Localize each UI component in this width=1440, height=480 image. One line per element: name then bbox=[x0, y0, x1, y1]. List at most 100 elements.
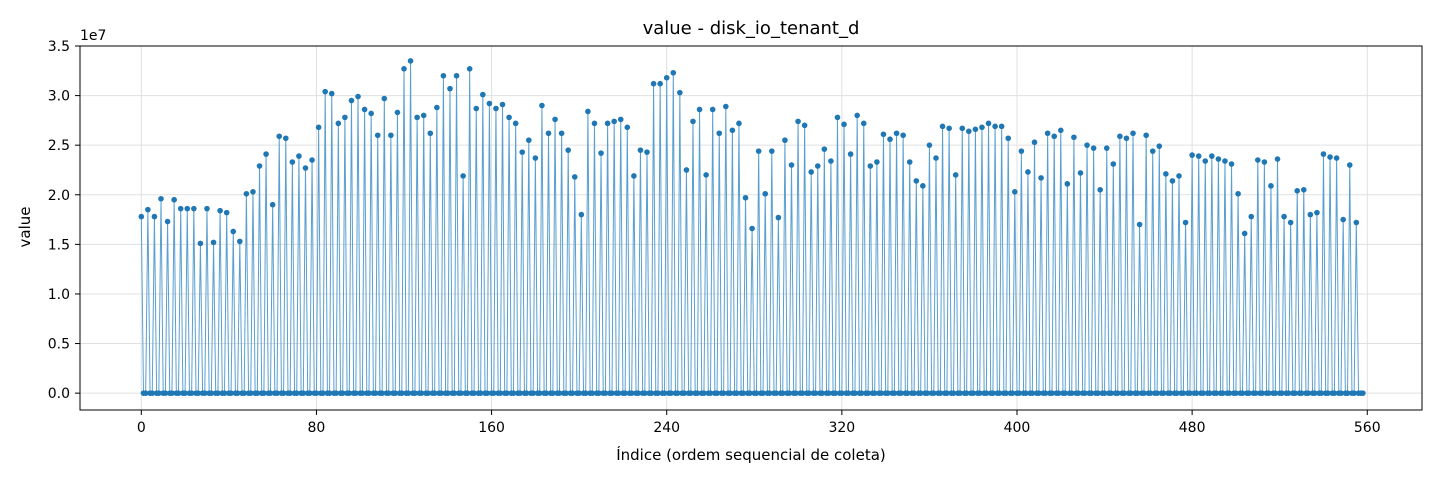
data-point bbox=[1327, 154, 1333, 160]
x-tick-label: 400 bbox=[1004, 420, 1031, 436]
data-point bbox=[523, 390, 530, 396]
data-point bbox=[412, 390, 418, 396]
data-point bbox=[707, 390, 714, 396]
data-point bbox=[274, 390, 280, 396]
data-point bbox=[694, 390, 701, 396]
x-tick-label: 0 bbox=[137, 420, 146, 436]
data-point bbox=[392, 390, 399, 396]
data-point bbox=[1103, 145, 1110, 151]
y-tick-label: 0.5 bbox=[48, 337, 70, 353]
data-point bbox=[1147, 390, 1154, 396]
data-point bbox=[998, 123, 1005, 130]
data-point bbox=[241, 390, 247, 396]
data-point bbox=[162, 390, 169, 396]
data-point bbox=[1187, 390, 1193, 396]
data-point bbox=[267, 390, 274, 396]
data-point bbox=[959, 125, 966, 132]
data-point bbox=[289, 159, 296, 165]
data-point bbox=[171, 196, 177, 203]
data-point bbox=[1163, 171, 1169, 177]
data-point bbox=[668, 390, 674, 396]
data-point bbox=[1136, 221, 1143, 228]
data-point bbox=[425, 390, 431, 396]
y-tick-label: 0.0 bbox=[48, 386, 70, 402]
data-point bbox=[1189, 152, 1195, 158]
data-point bbox=[156, 390, 162, 396]
data-point bbox=[1292, 390, 1298, 396]
data-point bbox=[1180, 390, 1187, 396]
data-point bbox=[729, 127, 736, 134]
data-point bbox=[525, 137, 532, 144]
data-point bbox=[1016, 390, 1022, 396]
data-point bbox=[976, 390, 983, 396]
data-point bbox=[952, 172, 959, 178]
data-point bbox=[939, 123, 946, 130]
data-point bbox=[333, 390, 339, 396]
data-point bbox=[871, 390, 878, 396]
data-point bbox=[215, 390, 221, 396]
data-point bbox=[223, 209, 230, 216]
data-point bbox=[250, 189, 256, 195]
data-point bbox=[799, 390, 806, 396]
data-point bbox=[1228, 161, 1235, 167]
data-point bbox=[631, 173, 637, 179]
data-point bbox=[637, 147, 644, 153]
data-point bbox=[552, 116, 558, 123]
data-point bbox=[565, 147, 571, 153]
data-point bbox=[1241, 230, 1248, 237]
data-point bbox=[1215, 156, 1222, 162]
data-point bbox=[175, 390, 182, 396]
data-point bbox=[1285, 390, 1292, 396]
data-point bbox=[944, 390, 950, 396]
data-point bbox=[828, 158, 834, 164]
data-point bbox=[322, 88, 328, 95]
data-point bbox=[1193, 390, 1200, 396]
data-point bbox=[282, 135, 289, 142]
data-point bbox=[1090, 145, 1097, 151]
data-point bbox=[911, 390, 917, 396]
data-point bbox=[471, 390, 477, 396]
data-point bbox=[335, 120, 342, 127]
data-point bbox=[431, 390, 438, 396]
data-point bbox=[808, 169, 814, 175]
data-point bbox=[963, 390, 970, 396]
data-point bbox=[394, 109, 401, 116]
data-point bbox=[880, 131, 887, 138]
data-point bbox=[1346, 162, 1353, 168]
data-point bbox=[957, 390, 963, 396]
data-point bbox=[1156, 143, 1163, 149]
data-point bbox=[1167, 390, 1174, 396]
data-point bbox=[1003, 390, 1009, 396]
data-point bbox=[716, 130, 723, 137]
data-point bbox=[661, 390, 668, 396]
data-point bbox=[970, 390, 977, 396]
data-point bbox=[261, 390, 267, 396]
data-point bbox=[1114, 390, 1121, 396]
data-point bbox=[742, 194, 749, 201]
data-point bbox=[414, 114, 420, 121]
data-point bbox=[1009, 390, 1016, 396]
data-point bbox=[447, 85, 453, 92]
data-point bbox=[596, 390, 602, 396]
data-point bbox=[453, 72, 460, 79]
y-tick-label: 3.5 bbox=[48, 39, 70, 55]
data-point bbox=[985, 120, 992, 127]
data-point bbox=[1360, 390, 1366, 396]
data-point bbox=[806, 390, 812, 396]
data-point bbox=[1222, 158, 1228, 164]
data-point bbox=[506, 114, 512, 121]
data-point bbox=[1160, 390, 1167, 396]
data-point bbox=[1307, 211, 1314, 218]
data-point bbox=[609, 390, 615, 396]
data-point bbox=[917, 390, 924, 396]
data-point bbox=[204, 205, 210, 212]
y-tick-label: 3.0 bbox=[48, 89, 70, 105]
data-point bbox=[184, 205, 191, 212]
data-point bbox=[858, 390, 865, 396]
data-point bbox=[582, 390, 589, 396]
data-point bbox=[464, 390, 471, 396]
data-point bbox=[1036, 390, 1042, 396]
data-point bbox=[1351, 390, 1357, 396]
data-point bbox=[228, 390, 234, 396]
